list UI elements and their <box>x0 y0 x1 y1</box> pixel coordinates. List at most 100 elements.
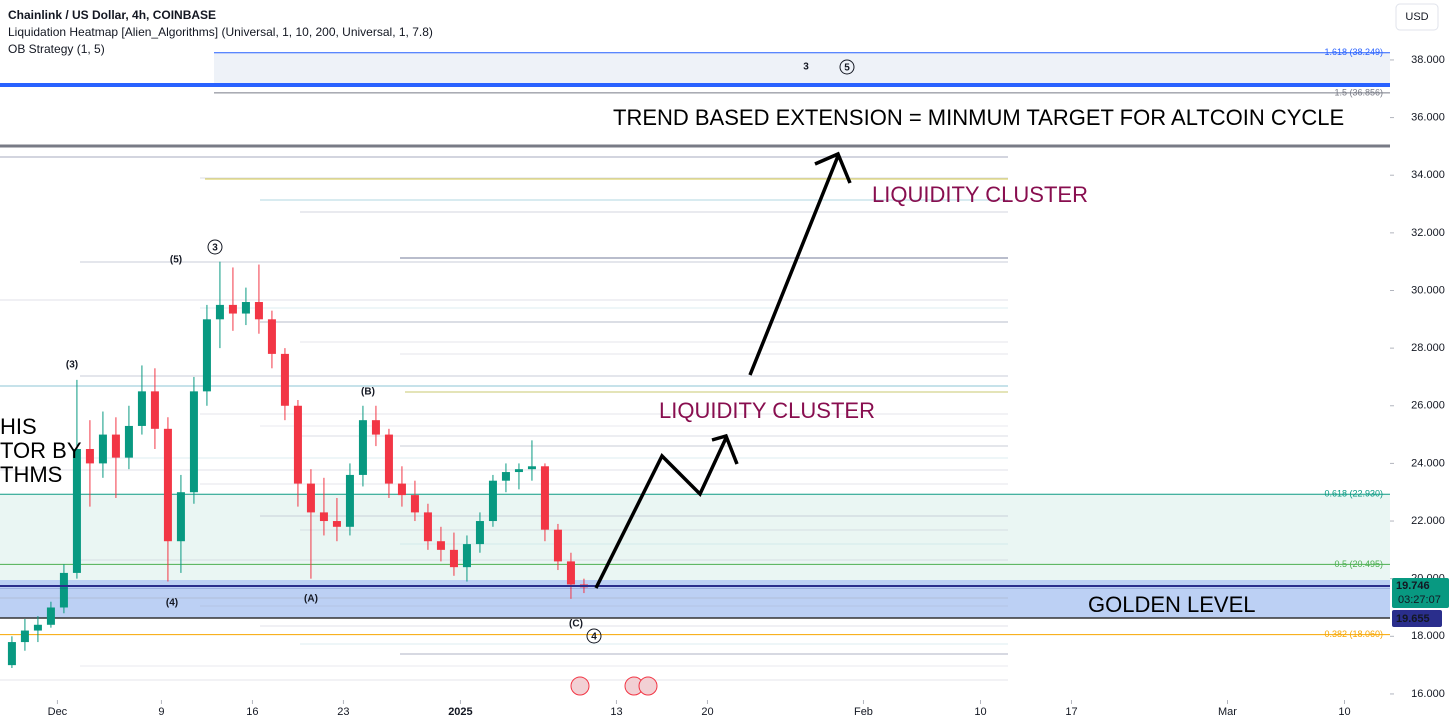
y-tick-label: 24.000 <box>1411 457 1445 469</box>
y-tick-label: 22.000 <box>1411 515 1445 527</box>
candle-body <box>254 302 263 320</box>
x-tick-label: 10 <box>1338 706 1350 718</box>
wave-label: (A) <box>304 594 318 605</box>
wave-label: (3) <box>66 360 78 371</box>
candle-body <box>72 448 81 573</box>
last-price-label: 19.746 <box>1396 580 1430 592</box>
plot <box>0 52 1390 669</box>
y-tick-label: 16.000 <box>1411 688 1445 700</box>
candle-body <box>189 391 198 493</box>
event-icon <box>570 676 590 696</box>
wave-circle <box>207 239 223 255</box>
heatmap <box>0 156 1008 681</box>
candle-body <box>319 512 328 522</box>
candle-body <box>501 472 510 481</box>
indicator: Liquidation Heatmap [Alien_Algorithms] (… <box>8 25 433 39</box>
fib-label: 1.5 (36.856) <box>1334 87 1383 97</box>
projection-arrow <box>594 151 852 589</box>
wave-circle <box>586 628 602 644</box>
candle-body <box>410 495 419 513</box>
y-tick-label: 32.000 <box>1411 227 1445 239</box>
last-price-box <box>1392 577 1449 608</box>
wave-label: 3 <box>212 243 218 254</box>
candle-body <box>280 353 289 406</box>
y-tick-label: 18.000 <box>1411 630 1445 642</box>
candle-body <box>423 512 432 542</box>
x-tick-label: 16 <box>246 706 258 718</box>
fib-label: 0.5 (20.495) <box>1334 559 1383 569</box>
wave-label: 4 <box>591 632 597 643</box>
x-tick-label: Feb <box>854 706 873 718</box>
event-icons <box>570 676 658 696</box>
wave-label: (C) <box>569 619 583 630</box>
candle-body <box>59 572 68 608</box>
annotation: HIS <box>0 414 37 439</box>
candle-body <box>293 405 302 484</box>
y-tick-label: 30.000 <box>1411 284 1445 296</box>
y-tick-label: 28.000 <box>1411 342 1445 354</box>
candle-body <box>436 541 445 550</box>
candle-body <box>7 642 16 666</box>
y-tick-label: 38.000 <box>1411 54 1445 66</box>
annotation: TREND BASED EXTENSION = MINMUM TARGET FO… <box>613 105 1344 130</box>
candle-body <box>488 480 497 522</box>
event-icon <box>638 676 658 696</box>
candle-body <box>33 624 42 631</box>
candle-body <box>202 319 211 392</box>
candle-body <box>306 483 315 513</box>
indicator: OB Strategy (1, 5) <box>8 42 105 56</box>
candle-body <box>449 549 458 568</box>
extension-zone <box>214 52 1390 85</box>
candle-body <box>228 304 237 314</box>
candle-body <box>46 607 55 625</box>
candle-body <box>85 448 94 464</box>
candle-body <box>137 391 146 426</box>
candle-body <box>176 492 185 542</box>
candle-body <box>20 630 29 643</box>
candle-body <box>332 521 341 527</box>
annotation: THMS <box>0 462 62 487</box>
candle-body <box>163 428 172 542</box>
x-tick-label: Dec <box>48 706 68 718</box>
level-label: 19.655 <box>1396 613 1430 625</box>
countdown: 03:27:07 <box>1398 594 1441 606</box>
wave-label: 5 <box>844 63 850 74</box>
candle-body <box>397 483 406 496</box>
fib-label: 1.618 (38.249) <box>1324 47 1383 57</box>
candle-body <box>267 319 276 354</box>
wave-circle <box>839 59 855 75</box>
candle-body <box>540 466 549 530</box>
y-tick-label: 26.000 <box>1411 400 1445 412</box>
annotation: LIQUIDITY CLUSTER <box>872 182 1088 207</box>
annotation: GOLDEN LEVEL <box>1088 592 1256 617</box>
candle-body <box>150 391 159 429</box>
candle-body <box>462 544 471 568</box>
x-tick-label: Mar <box>1218 706 1237 718</box>
x-tick-label: 9 <box>158 706 164 718</box>
fib-label: 0.382 (18.060) <box>1324 629 1383 639</box>
x-tick-label: 17 <box>1065 706 1077 718</box>
candle-body <box>566 561 575 585</box>
x-tick-label: 20 <box>701 706 713 718</box>
wave-label: 3 <box>803 62 809 73</box>
x-tick-label: 13 <box>610 706 622 718</box>
candle-body <box>371 420 380 435</box>
wave-label: (B) <box>361 387 375 398</box>
candle-body <box>514 469 523 473</box>
annotation: LIQUIDITY CLUSTER <box>659 398 875 423</box>
chart-title: Chainlink / US Dollar, 4h, COINBASE <box>8 8 216 22</box>
candle-body <box>215 304 224 320</box>
candle-body <box>384 434 393 484</box>
x-tick-label: 23 <box>337 706 349 718</box>
wave-label: (5) <box>170 255 182 266</box>
candle-body <box>553 529 562 562</box>
currency-button[interactable] <box>1395 3 1439 31</box>
wave-label: (4) <box>166 598 178 609</box>
candle-body <box>527 466 536 470</box>
candle-body <box>241 302 250 314</box>
y-tick-label: 36.000 <box>1411 111 1445 123</box>
candle-body <box>98 434 107 464</box>
candle-body <box>345 474 354 527</box>
currency: USD <box>1405 11 1428 23</box>
